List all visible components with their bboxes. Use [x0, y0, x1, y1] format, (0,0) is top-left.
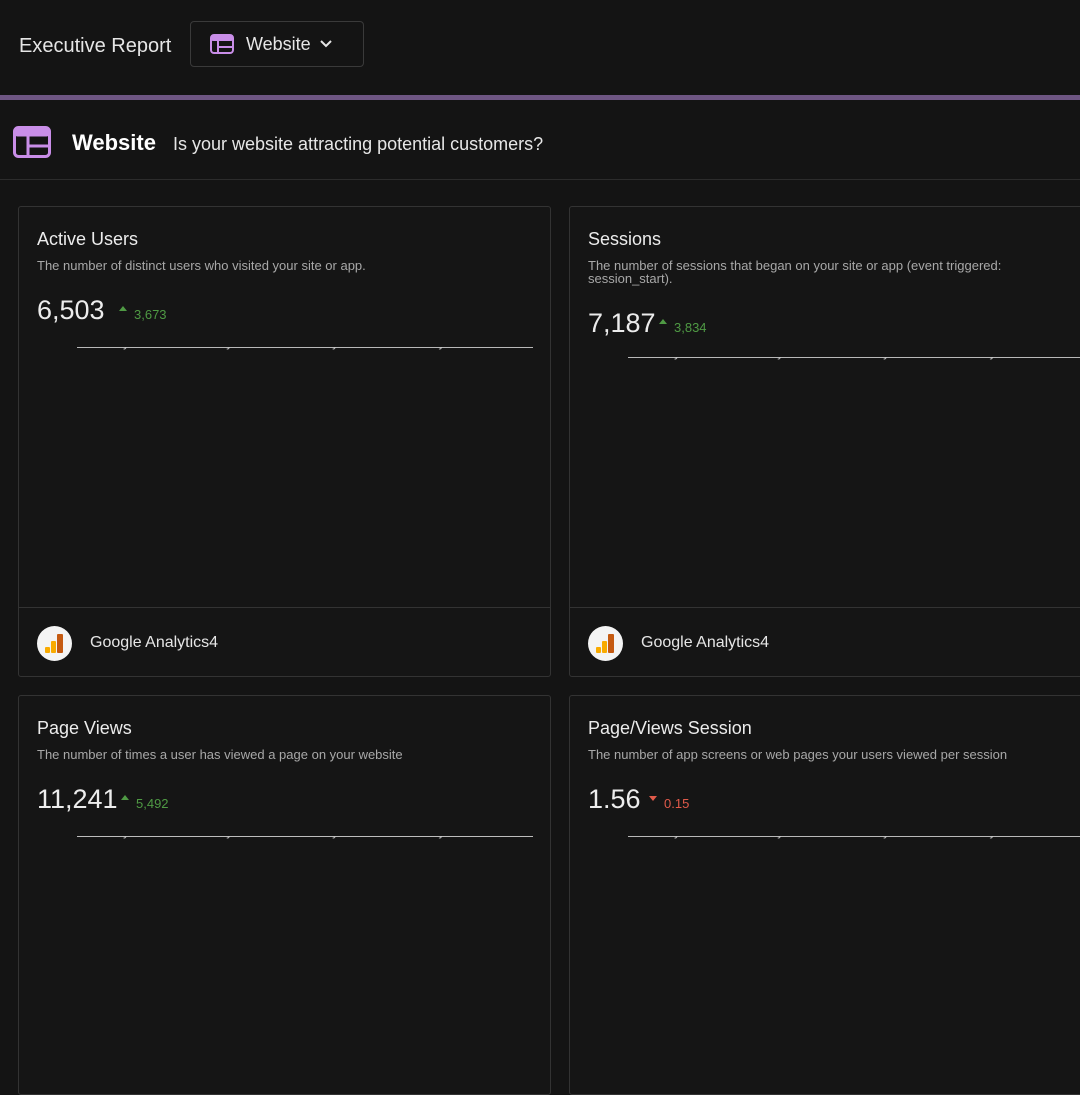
x-tick-label: May 18 — [865, 357, 908, 360]
y-tick-label: 400 — [590, 357, 612, 360]
x-tick-label: May 11 — [208, 347, 250, 350]
report-selector-label: Website — [246, 33, 311, 54]
trend-down-icon — [649, 796, 657, 801]
section-subtitle: Is your website attracting potential cus… — [173, 134, 544, 154]
data-source-label: Google Analytics4 — [90, 634, 219, 651]
metric-delta: 3,834 — [674, 320, 707, 335]
section-title: Website — [72, 130, 156, 155]
card-title: Active Users — [37, 229, 139, 249]
metric-delta: 0.15 — [664, 796, 690, 811]
metric-value: 7,187 — [588, 308, 656, 338]
x-tick-label: May 4 — [105, 347, 140, 350]
x-tick-label: May 25 — [420, 836, 463, 839]
y-tick-label: 0 — [54, 836, 61, 839]
active-users-chart: 0200400 May 4 May 11 May 18 May 25 — [39, 347, 533, 350]
sessions-chart: 0200400 May 4 May 11 May 18 May 25 — [590, 357, 1080, 360]
page-views-chart: 0200400600 May 4 May 11 May 18 May 25 — [39, 836, 533, 839]
card-description: The number of app screens or web pages y… — [588, 747, 1008, 762]
card-title: Page Views — [37, 718, 132, 738]
card-title: Sessions — [588, 229, 662, 249]
report-title: Executive Report — [19, 35, 172, 57]
google-analytics-logo-icon — [37, 626, 72, 661]
metric-value: 11,241 — [37, 784, 118, 814]
x-tick-label: May 25 — [971, 357, 1014, 360]
metric-delta: 5,492 — [136, 796, 169, 811]
chevron-down-icon — [319, 40, 332, 48]
y-tick-label: 0.0 — [594, 836, 612, 839]
x-tick-label: May 25 — [420, 347, 463, 350]
pageviews-per-session-chart: 0.01.02.0 May 4 May 11 May 18 May 25 — [594, 836, 1080, 839]
card-title: Page/Views Session — [588, 718, 752, 738]
x-tick-label: May 11 — [759, 836, 801, 839]
x-tick-label: May 25 — [971, 836, 1014, 839]
x-tick-label: May 11 — [759, 357, 801, 360]
report-selector-dropdown[interactable]: Website — [190, 21, 364, 67]
top-bar: Executive Report Website — [0, 0, 1080, 96]
metric-card-pageviews-per-session[interactable]: Page/Views Session The number of app scr… — [569, 695, 1080, 1095]
x-tick-label: May 18 — [865, 836, 908, 839]
y-tick-label: 600 — [39, 836, 61, 839]
y-tick-label: 400 — [39, 347, 61, 350]
y-tick-label: 200 — [39, 347, 61, 350]
metric-card-sessions[interactable]: Sessions The number of sessions that beg… — [569, 206, 1080, 677]
y-tick-label: 2.0 — [594, 836, 612, 839]
card-description: The number of times a user has viewed a … — [37, 747, 403, 762]
metric-value: 1.56 — [588, 784, 641, 814]
y-tick-label: 0 — [605, 357, 612, 360]
website-layout-icon — [210, 34, 234, 54]
x-tick-label: May 4 — [656, 357, 691, 360]
y-tick-label: 200 — [590, 357, 612, 360]
y-tick-label: 0 — [54, 347, 61, 350]
metric-delta: 3,673 — [134, 307, 167, 322]
website-layout-icon — [13, 126, 51, 158]
google-analytics-logo-icon — [588, 626, 623, 661]
x-tick-label: May 18 — [314, 836, 357, 839]
trend-up-icon — [119, 306, 127, 311]
card-description: The number of distinct users who visited… — [37, 258, 366, 273]
data-source-label: Google Analytics4 — [641, 634, 770, 651]
accent-divider — [0, 95, 1080, 100]
section-header: Website Is your website attracting poten… — [0, 100, 1080, 180]
trend-up-icon — [659, 319, 667, 324]
card-description: The number of sessions that began on you… — [588, 258, 1002, 286]
x-tick-label: May 4 — [105, 836, 140, 839]
x-tick-label: May 18 — [314, 347, 357, 350]
x-tick-label: May 11 — [208, 836, 250, 839]
metric-card-page-views[interactable]: Page Views The number of times a user ha… — [18, 695, 551, 1095]
metric-value: 6,503 — [37, 295, 105, 325]
x-tick-label: May 4 — [656, 836, 691, 839]
card-footer: Google Analytics4 — [19, 607, 550, 676]
metric-card-active-users[interactable]: Active Users The number of distinct user… — [18, 206, 551, 677]
card-footer: Google Analytics4 — [570, 607, 1080, 676]
y-tick-label: 200 — [39, 836, 61, 839]
trend-up-icon — [121, 795, 129, 800]
y-tick-label: 1.0 — [594, 836, 612, 839]
y-tick-label: 400 — [39, 836, 61, 839]
